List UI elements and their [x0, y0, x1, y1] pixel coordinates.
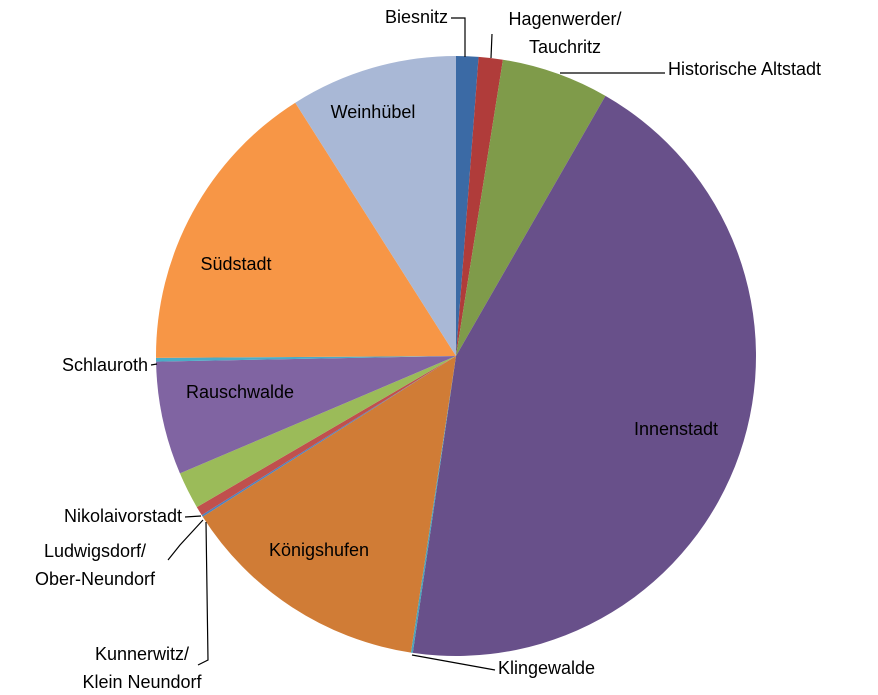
leader-line: [184, 515, 202, 518]
leader-line: [451, 17, 466, 57]
slice-label: Rauschwalde: [186, 382, 294, 402]
slice-label: Königshufen: [269, 540, 369, 560]
pie-slice: [412, 95, 756, 657]
pie-slice: [201, 356, 456, 517]
slice-label: Klingewalde: [498, 658, 595, 678]
pie-slice: [156, 356, 457, 474]
pie-slice: [456, 56, 503, 357]
slice-label: Weinhübel: [331, 102, 416, 122]
leader-line: [197, 521, 209, 666]
leader-line: [411, 654, 496, 671]
leader-line: [490, 33, 493, 59]
slice-label: Kunnerwitz/Klein Neundorf: [82, 644, 202, 692]
slice-label: Ludwigsdorf/Ober-Neundorf: [35, 541, 156, 589]
pie-slice: [179, 356, 456, 508]
pie-slice: [295, 56, 456, 356]
pie-slice: [456, 56, 479, 356]
slice-label: Hagenwerder/Tauchritz: [508, 9, 621, 57]
pie-slice: [456, 59, 606, 357]
slice-label: Innenstadt: [634, 419, 718, 439]
pie-slice: [156, 102, 457, 358]
slice-label: Biesnitz: [385, 7, 448, 27]
slice-label: Historische Altstadt: [668, 59, 821, 79]
slice-label: Südstadt: [200, 254, 271, 274]
pie-slice: [410, 356, 456, 653]
slice-label: Schlauroth: [62, 355, 148, 375]
pie-slice: [202, 356, 456, 653]
leader-line: [167, 519, 204, 561]
pie-slice: [196, 356, 456, 516]
leader-line: [150, 363, 158, 366]
pie-slice: [156, 356, 456, 362]
slice-label: Nikolaivorstadt: [64, 506, 182, 526]
